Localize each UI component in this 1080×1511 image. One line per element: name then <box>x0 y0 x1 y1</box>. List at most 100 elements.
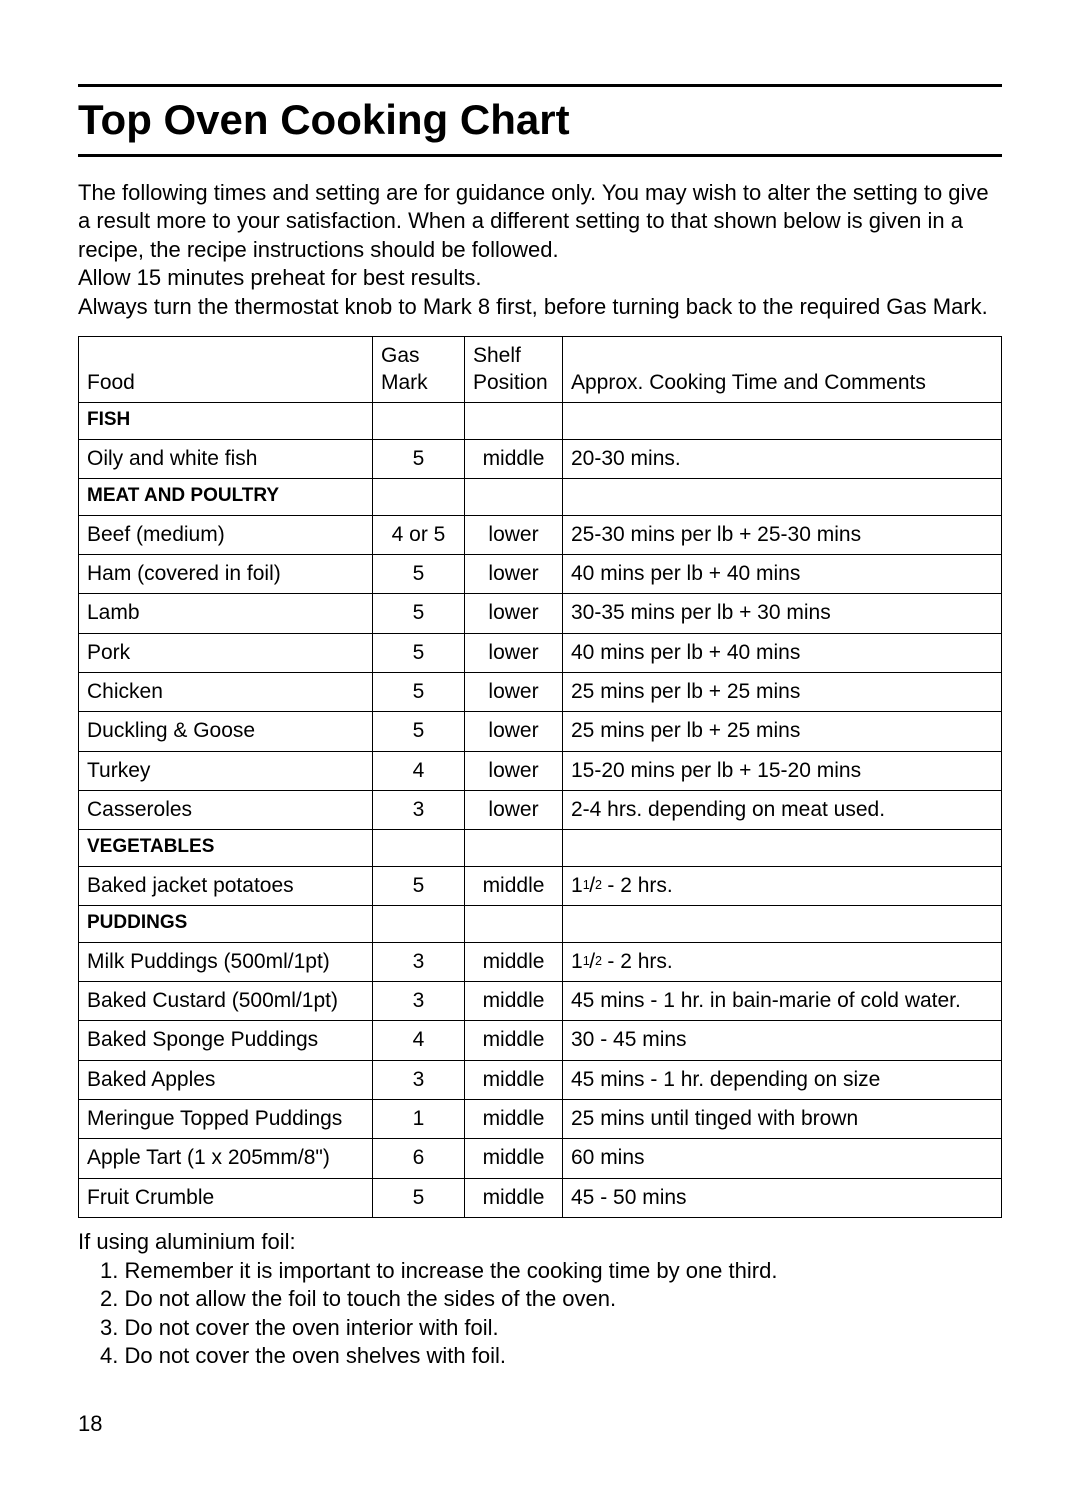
cell-food: Oily and white fish <box>79 439 373 478</box>
intro-p3: Always turn the thermostat knob to Mark … <box>78 293 1002 322</box>
cell-food: Chicken <box>79 673 373 712</box>
cell-comments: 25-30 mins per lb + 25-30 mins <box>563 515 1002 554</box>
cell-comments: 25 mins per lb + 25 mins <box>563 673 1002 712</box>
cell-food: Ham (covered in foil) <box>79 555 373 594</box>
table-row: Milk Puddings (500ml/1pt)3middle11/2 - 2… <box>79 942 1002 981</box>
cell-gas: 3 <box>373 982 465 1021</box>
table-row: VEGETABLES <box>79 830 1002 867</box>
cell-shelf: middle <box>465 1060 563 1099</box>
table-row: FISH <box>79 403 1002 440</box>
notes-block: If using aluminium foil: Remember it is … <box>78 1228 1002 1371</box>
cell-shelf: lower <box>465 633 563 672</box>
cell-comments: 60 mins <box>563 1139 1002 1178</box>
cell-shelf: lower <box>465 515 563 554</box>
notes-item: Do not cover the oven shelves with foil. <box>96 1342 1002 1371</box>
cell-shelf: middle <box>465 942 563 981</box>
empty-cell <box>465 830 563 867</box>
cell-comments: 45 - 50 mins <box>563 1178 1002 1217</box>
table-row: Meringue Topped Puddings1middle25 mins u… <box>79 1100 1002 1139</box>
cell-food: Turkey <box>79 751 373 790</box>
cell-food: Casseroles <box>79 790 373 829</box>
cell-gas: 4 <box>373 751 465 790</box>
empty-cell <box>563 906 1002 943</box>
page-title: Top Oven Cooking Chart <box>78 93 1002 148</box>
empty-cell <box>465 403 563 440</box>
section-heading: PUDDINGS <box>79 906 373 943</box>
section-heading: MEAT AND POULTRY <box>79 479 373 516</box>
cell-shelf: middle <box>465 866 563 905</box>
th-shelf: ShelfPosition <box>465 336 563 403</box>
cell-food: Milk Puddings (500ml/1pt) <box>79 942 373 981</box>
cell-shelf: middle <box>465 1139 563 1178</box>
cell-gas: 3 <box>373 942 465 981</box>
cell-gas: 5 <box>373 712 465 751</box>
cell-comments: 30-35 mins per lb + 30 mins <box>563 594 1002 633</box>
th-comments: Approx. Cooking Time and Comments <box>563 336 1002 403</box>
cell-food: Baked Apples <box>79 1060 373 1099</box>
table-row: Lamb5lower30-35 mins per lb + 30 mins <box>79 594 1002 633</box>
empty-cell <box>373 403 465 440</box>
cell-gas: 6 <box>373 1139 465 1178</box>
cell-shelf: lower <box>465 751 563 790</box>
cell-comments: 2-4 hrs. depending on meat used. <box>563 790 1002 829</box>
table-row: Fruit Crumble5middle45 - 50 mins <box>79 1178 1002 1217</box>
cell-comments: 40 mins per lb + 40 mins <box>563 555 1002 594</box>
cell-food: Beef (medium) <box>79 515 373 554</box>
rule-under-title <box>78 154 1002 157</box>
cell-shelf: lower <box>465 555 563 594</box>
page-number: 18 <box>78 1410 102 1439</box>
cell-comments: 20-30 mins. <box>563 439 1002 478</box>
table-row: Turkey4lower15-20 mins per lb + 15-20 mi… <box>79 751 1002 790</box>
cell-comments: 25 mins per lb + 25 mins <box>563 712 1002 751</box>
cell-gas: 5 <box>373 866 465 905</box>
table-row: Duckling & Goose5lower25 mins per lb + 2… <box>79 712 1002 751</box>
cell-gas: 5 <box>373 555 465 594</box>
cell-comments: 45 mins - 1 hr. in bain-marie of cold wa… <box>563 982 1002 1021</box>
cell-food: Apple Tart (1 x 205mm/8") <box>79 1139 373 1178</box>
cell-shelf: lower <box>465 790 563 829</box>
cell-gas: 5 <box>373 1178 465 1217</box>
cell-comments: 30 - 45 mins <box>563 1021 1002 1060</box>
cell-food: Baked Sponge Puddings <box>79 1021 373 1060</box>
cell-gas: 3 <box>373 790 465 829</box>
table-row: Beef (medium)4 or 5lower25-30 mins per l… <box>79 515 1002 554</box>
th-gas: GasMark <box>373 336 465 403</box>
table-row: Baked Custard (500ml/1pt)3middle45 mins … <box>79 982 1002 1021</box>
table-header-row: Food GasMark ShelfPosition Approx. Cooki… <box>79 336 1002 403</box>
cell-shelf: middle <box>465 1021 563 1060</box>
intro-block: The following times and setting are for … <box>78 179 1002 322</box>
empty-cell <box>465 479 563 516</box>
cell-food: Duckling & Goose <box>79 712 373 751</box>
notes-lead: If using aluminium foil: <box>78 1228 1002 1257</box>
table-row: Baked Sponge Puddings4middle30 - 45 mins <box>79 1021 1002 1060</box>
cell-gas: 5 <box>373 673 465 712</box>
cell-gas: 3 <box>373 1060 465 1099</box>
notes-item: Do not allow the foil to touch the sides… <box>96 1285 1002 1314</box>
table-row: Ham (covered in foil)5lower40 mins per l… <box>79 555 1002 594</box>
cell-shelf: middle <box>465 982 563 1021</box>
cooking-chart-table: Food GasMark ShelfPosition Approx. Cooki… <box>78 336 1002 1218</box>
empty-cell <box>373 830 465 867</box>
cell-comments: 11/2 - 2 hrs. <box>563 942 1002 981</box>
cell-gas: 5 <box>373 594 465 633</box>
table-row: Baked jacket potatoes5middle11/2 - 2 hrs… <box>79 866 1002 905</box>
table-row: PUDDINGS <box>79 906 1002 943</box>
empty-cell <box>373 479 465 516</box>
intro-p2: Allow 15 minutes preheat for best result… <box>78 264 1002 293</box>
cell-gas: 4 or 5 <box>373 515 465 554</box>
table-row: Pork5lower40 mins per lb + 40 mins <box>79 633 1002 672</box>
cell-gas: 5 <box>373 633 465 672</box>
section-heading: VEGETABLES <box>79 830 373 867</box>
empty-cell <box>563 403 1002 440</box>
cell-shelf: lower <box>465 712 563 751</box>
table-row: Baked Apples3middle45 mins - 1 hr. depen… <box>79 1060 1002 1099</box>
cell-comments: 40 mins per lb + 40 mins <box>563 633 1002 672</box>
rule-top <box>78 84 1002 87</box>
cell-gas: 5 <box>373 439 465 478</box>
cell-comments: 25 mins until tinged with brown <box>563 1100 1002 1139</box>
cell-comments: 15-20 mins per lb + 15-20 mins <box>563 751 1002 790</box>
cell-food: Fruit Crumble <box>79 1178 373 1217</box>
cell-shelf: lower <box>465 594 563 633</box>
cell-shelf: lower <box>465 673 563 712</box>
notes-item: Do not cover the oven interior with foil… <box>96 1314 1002 1343</box>
